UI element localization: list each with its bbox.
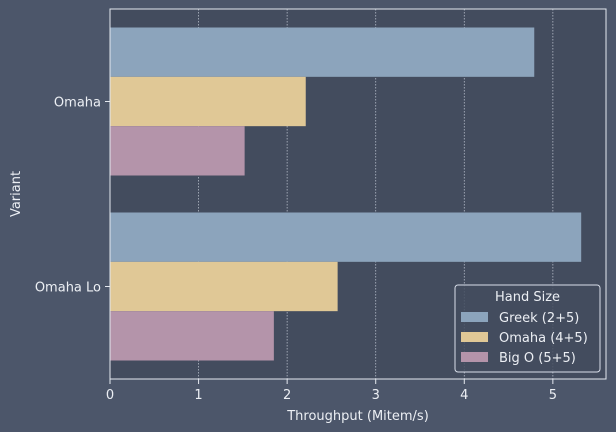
x-tick-label: 4 [460,388,468,403]
y-tick-label: Omaha [54,96,101,111]
x-tick-label: 0 [106,388,114,403]
y-axis-ticks: Omaha Omaha Lo [35,96,110,296]
x-tick-label: 2 [283,388,291,403]
plot-frame [109,8,607,380]
legend-swatch [461,332,488,342]
legend-swatch [461,312,488,322]
y-tick-label: Omaha Lo [35,281,101,296]
legend-swatch [461,352,488,362]
bar [110,212,582,262]
legend-entry: Greek (2+5) [499,311,579,326]
bars [110,27,582,361]
x-tick-label: 5 [549,388,557,403]
bar [110,76,306,127]
legend-entry: Big O (5+5) [499,351,576,366]
bar [110,27,535,77]
x-tick-label: 3 [372,388,380,403]
legend: Hand Size Greek (2+5) Omaha (4+5) Big O (5… [454,284,601,373]
x-tick-label: 1 [194,388,202,403]
bar [110,261,338,312]
x-axis-label: Throughput (Mitem/s) [286,409,429,424]
legend-title: Hand Size [495,290,560,305]
y-axis-label: Variant [9,171,24,217]
bar [110,126,245,176]
legend-entry: Omaha (4+5) [499,331,588,346]
bar [110,311,274,361]
x-axis-ticks: 0 1 2 3 4 5 [106,379,557,403]
legend-box [454,284,601,373]
